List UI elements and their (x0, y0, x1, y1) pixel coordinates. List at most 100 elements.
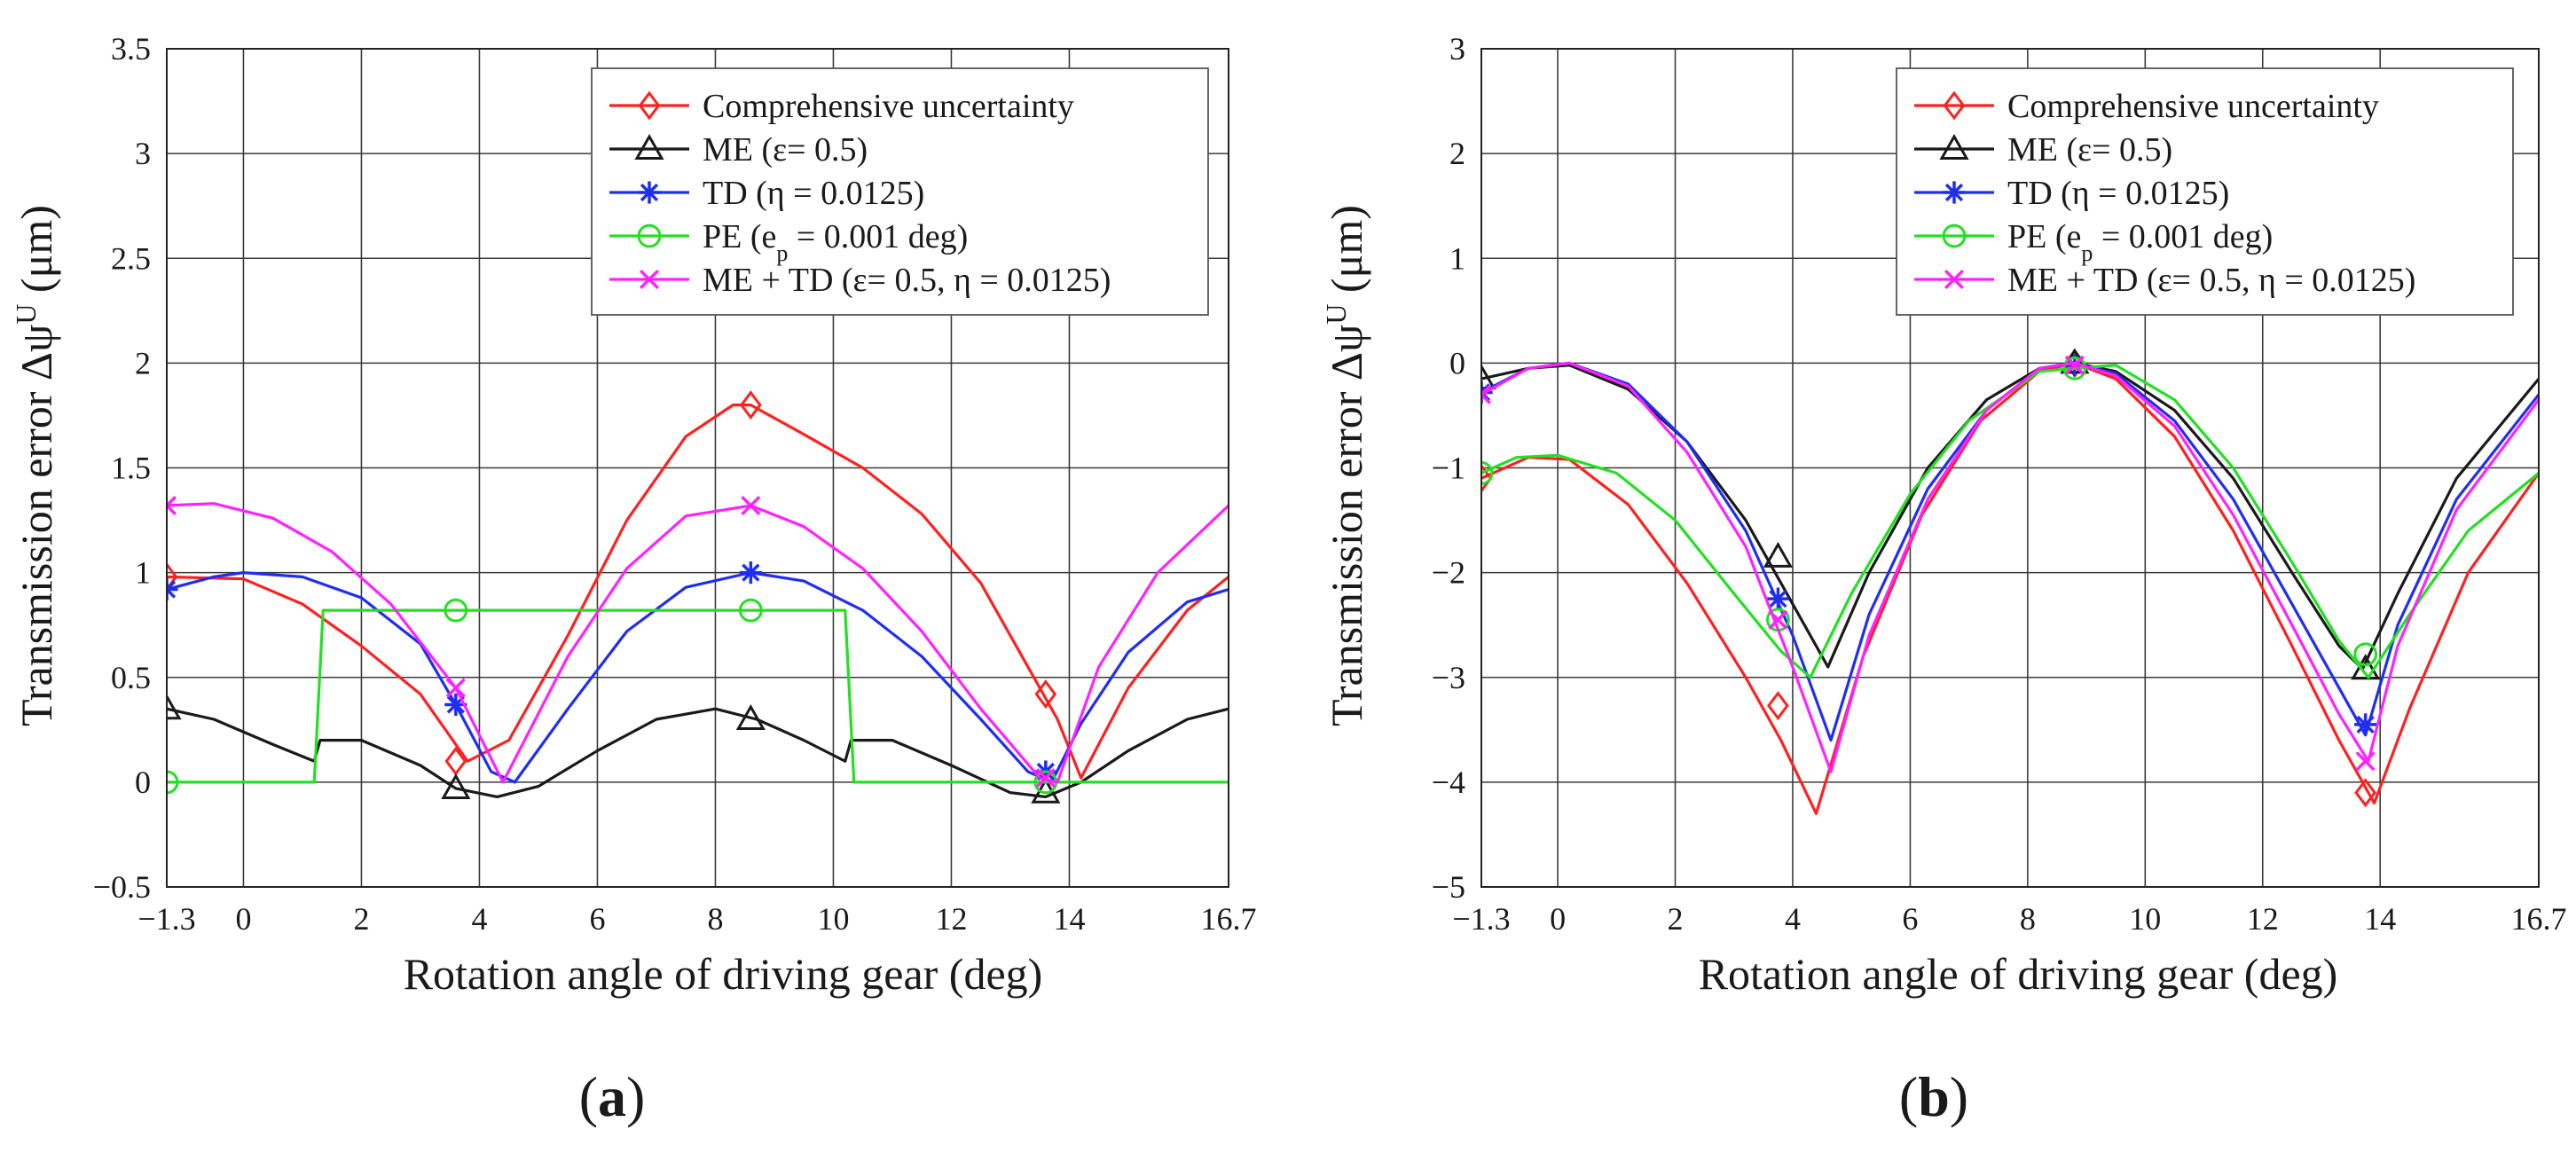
panel-a-x-tick-label-0: −1.3 (137, 901, 195, 937)
panel-b-legend-marker-3 (1942, 224, 1967, 248)
panel-b-legend-label-3: PE (ep = 0.001 deg) (2007, 218, 2273, 266)
panel-b-legend-label-4: ME + TD (ε= 0.5, η = 0.0125) (2007, 262, 2415, 299)
panel-b-series-4-line (1481, 361, 2539, 773)
panel-b-series (1481, 348, 2539, 815)
panel-a-x-tick-label-3: 4 (471, 901, 487, 937)
panel-b-series-4-marker-2 (2064, 355, 2085, 375)
panel-b-y-axis-label: Transmission error ΔψU (μm) (1320, 205, 1371, 726)
panel-b-series-0-marker-0 (1481, 463, 1493, 493)
panel-b-series-3-marker-2 (2062, 356, 2087, 380)
panel-b-x-axis-label: Rotation angle of driving gear (deg) (1699, 949, 2338, 999)
panel-b-y-tick-label-2: −3 (1432, 660, 1465, 695)
panel-b-series-4-marker-0 (1481, 384, 1492, 404)
panel-b-series-3-marker-0 (1481, 461, 1494, 485)
panel-b-series-1-marker-0 (1481, 364, 1496, 390)
panel-b-series-4-marker-3 (2355, 751, 2376, 772)
panel-b-x-tick-label-2: 2 (1668, 901, 1684, 937)
panel-b-x-tick-label-6: 10 (2129, 901, 2161, 937)
panel-a-legend-box (591, 67, 1209, 316)
panel-a-y-tick-label-6: 2.5 (111, 240, 151, 276)
panel-a-series-1-line (167, 707, 1229, 799)
panel-a-series-1-marker-1 (441, 773, 471, 799)
panel-b-plot-frame (1480, 48, 2540, 888)
panel-b-y-axis-label-unit: (μm) (1322, 205, 1371, 304)
panel-b-series-0-marker-3 (2354, 778, 2377, 808)
panel-a-legend-marker-0 (638, 90, 661, 121)
panel-a-series-0-marker-0 (167, 561, 178, 592)
panel-a-series (167, 390, 1229, 804)
panel-b-y-tick-label-7: 2 (1449, 136, 1465, 171)
panel-b-legend-label-3-tail: = 0.001 deg) (2093, 218, 2273, 255)
panel-a-x-tick-label-9: 16.7 (1201, 901, 1257, 937)
panel-b-y-tick-label-0: −5 (1432, 869, 1465, 905)
panel-b-x-tick-label-1: 0 (1550, 901, 1566, 937)
panel-a-legend-label-2: TD (η = 0.0125) (703, 175, 924, 212)
panel-a-legend-marker-4 (639, 269, 660, 290)
panel-b-legend-label-1: ME (ε= 0.5) (2007, 131, 2172, 169)
panel-b-x-tick-label-3: 4 (1785, 901, 1801, 937)
panel-a-series-0-marker-2 (739, 390, 762, 420)
panel-a-legend: Comprehensive uncertainty ME (ε= 0.5) TD (… (591, 67, 1209, 316)
panel-a-legend-label-0: Comprehensive uncertainty (703, 88, 1074, 125)
panel-a-x-axis-label: Rotation angle of driving gear (deg) (404, 949, 1043, 999)
panel-b-series-0-marker-1 (1767, 691, 1789, 721)
panel-a-x-tick-label-4: 6 (589, 901, 605, 937)
panel-b-label-close: ) (1950, 1065, 1968, 1128)
panel-a-series-4-marker-1 (445, 678, 466, 698)
panel-a-series-0-marker-3 (1034, 679, 1057, 710)
panel-a-legend-label-3: PE (ep = 0.001 deg) (703, 218, 968, 266)
panel-a-label-open: ( (579, 1065, 598, 1128)
panel-b-legend-box (1896, 67, 2514, 316)
panel-a-series-3-marker-2 (738, 598, 763, 623)
panel-a-y-ticks: −0.5 0 0.5 1 1.5 2 2.5 3 3.5 (93, 31, 151, 905)
panel-a-y-tick-label-4: 1.5 (111, 451, 151, 486)
panel-b-legend-label-0: Comprehensive uncertainty (2007, 88, 2379, 125)
panel-a-label: (a) (579, 1065, 646, 1128)
panel-b-legend-marker-2 (1943, 181, 1966, 204)
panel-b-legend: Comprehensive uncertainty ME (ε= 0.5) TD (… (1896, 67, 2514, 316)
panel-b-series-0-line (1481, 361, 2539, 815)
panel-a-x-tick-label-2: 2 (353, 901, 369, 937)
panel-b-series-1-marker-1 (1763, 541, 1794, 568)
panel-a-y-axis-label-sup: U (10, 304, 42, 325)
panel-a-legend-label-3-sub: p (776, 240, 788, 266)
panel-a-legend-label-3-tail: = 0.001 deg) (788, 218, 968, 255)
panel-a-y-axis-label-main: Transmission error Δψ (12, 325, 61, 726)
panel-b-y-tick-label-5: 0 (1449, 345, 1465, 380)
panel-a-series-4-line (167, 502, 1229, 784)
panel-a-series-4-marker-3 (1035, 768, 1056, 788)
panel-b-series-3-marker-3 (2353, 642, 2378, 667)
panel-a-x-tick-label-5: 8 (707, 901, 723, 937)
panel-a-label-close: ) (626, 1065, 645, 1128)
panel-a-series-4-marker-0 (167, 495, 177, 516)
panel-b-legend-label-3-main: PE (e (2007, 218, 2081, 255)
panel-a-series-3-marker-1 (444, 598, 468, 623)
panel-a-legend-label-3-main: PE (e (703, 218, 776, 255)
panel-b-series-2-marker-3 (2354, 713, 2377, 736)
panel-a-series-1-marker-0 (167, 694, 182, 720)
panel-a-y-tick-label-5: 2 (135, 345, 151, 380)
panel-a-x-tick-label-6: 10 (817, 901, 849, 937)
panel-b-y-tick-label-1: −4 (1432, 765, 1465, 800)
panel-a-y-tick-label-0: −0.5 (93, 869, 151, 905)
panel-b-legend-marker-4 (1944, 269, 1965, 290)
panel-b-x-tick-label-4: 6 (1902, 901, 1918, 937)
panel-b-x-tick-label-7: 12 (2247, 901, 2279, 937)
panel-b-x-tick-label-5: 8 (2020, 901, 2036, 937)
panel-a-legend-label-4: ME + TD (ε= 0.5, η = 0.0125) (703, 262, 1111, 299)
panel-b-legend-label-3-sub: p (2081, 240, 2093, 266)
panel-b-legend-marker-1 (1939, 133, 1969, 160)
panel-a-y-axis-label-unit: (μm) (12, 205, 61, 304)
panel-a: −1.3 0 2 4 6 8 10 12 14 16.7 −0.5 0 0.5 1 1.5 2 2.5 3 3.5… (10, 31, 1257, 1128)
panel-a-x-ticks: −1.3 0 2 4 6 8 10 12 14 16.7 (137, 901, 1256, 937)
panel-b-label: (b) (1899, 1065, 1968, 1128)
panel-b-legend-label-2: TD (η = 0.0125) (2007, 175, 2229, 212)
panel-a-label-letter: a (598, 1065, 626, 1128)
panel-a-y-tick-label-1: 0 (135, 765, 151, 800)
panel-a-legend-marker-3 (637, 224, 662, 248)
panel-b-y-tick-label-6: 1 (1449, 240, 1465, 276)
panel-a-y-tick-label-7: 3 (135, 136, 151, 171)
panel-b-label-letter: b (1918, 1065, 1950, 1128)
panel-b-label-open: ( (1899, 1065, 1918, 1128)
